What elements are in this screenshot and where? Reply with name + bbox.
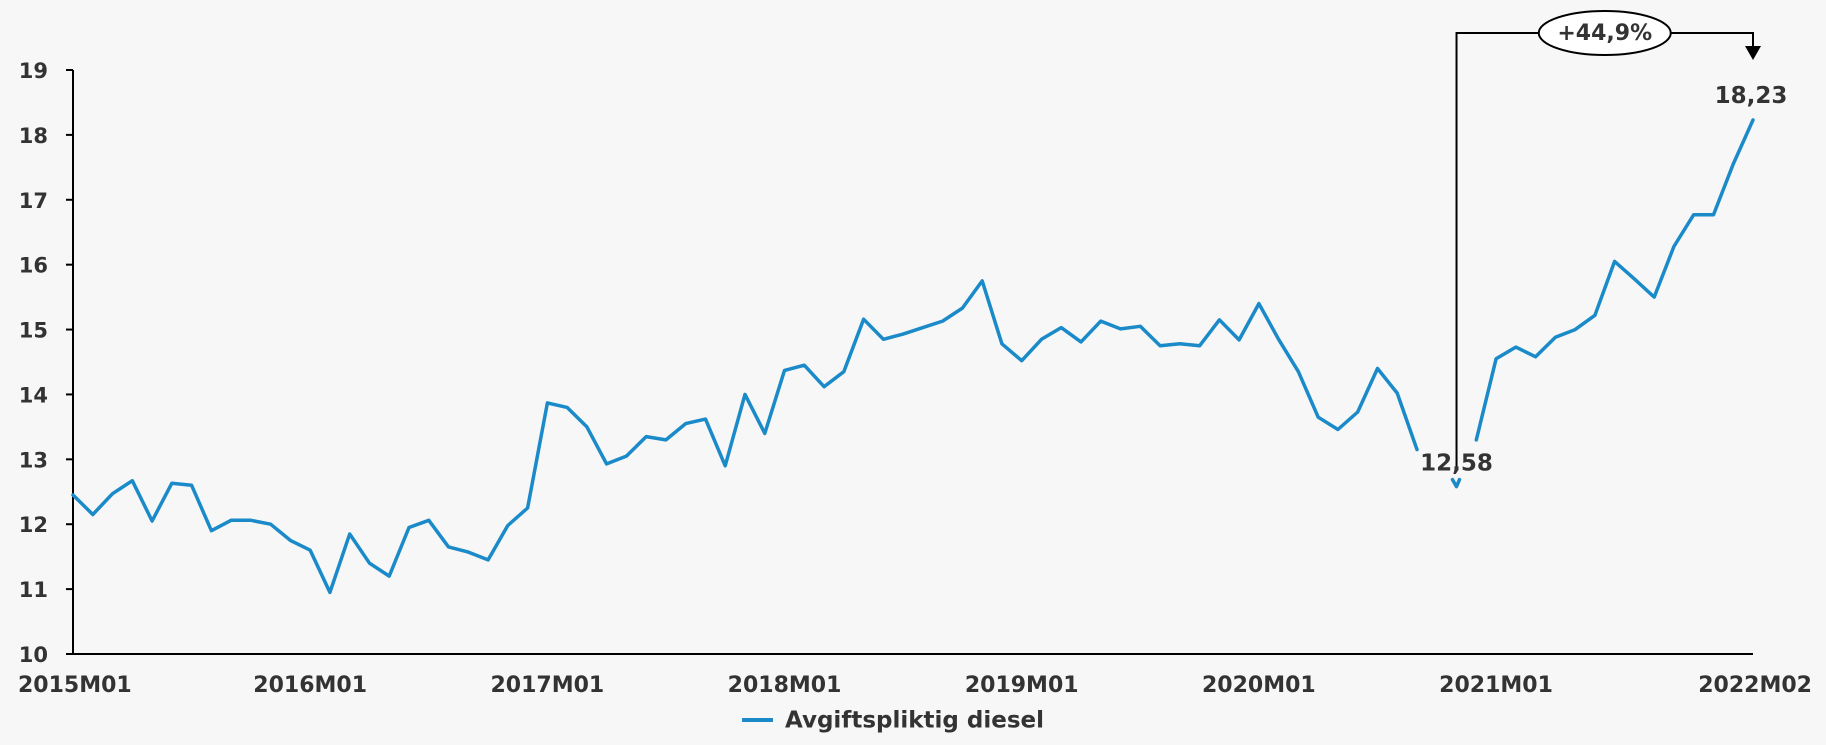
y-tick-label: 11 (19, 578, 48, 602)
series-line-segment (1476, 120, 1753, 440)
y-tick-label: 16 (19, 254, 48, 278)
x-tick-label: 2018M01 (728, 673, 842, 698)
series-line-segment (73, 281, 1417, 593)
legend: Avgiftspliktig diesel (742, 708, 1044, 734)
y-tick-label: 19 (19, 59, 48, 83)
x-tick-label: 2017M01 (490, 673, 604, 698)
growth-label: +44,9% (1557, 21, 1652, 46)
growth-annotation: +44,9% 12,58 18,23 (1420, 11, 1787, 477)
y-tick-label: 10 (19, 643, 48, 667)
legend-label: Avgiftspliktig diesel (785, 708, 1044, 734)
x-tick-label: 2022M02 (1698, 673, 1812, 698)
y-tick-label: 12 (19, 513, 48, 537)
end-value-label: 18,23 (1715, 83, 1788, 109)
series-line-segment (1453, 480, 1460, 487)
y-tick-label: 18 (19, 124, 48, 148)
y-tick-label: 17 (19, 189, 48, 213)
y-tick-label: 13 (19, 448, 48, 472)
y-tick-label: 15 (19, 319, 48, 343)
x-tick-label: 2015M01 (18, 673, 132, 698)
x-tick-label: 2016M01 (253, 673, 367, 698)
growth-bracket-line (1457, 33, 1753, 467)
start-value-label: 12,58 (1420, 451, 1493, 477)
plot-area: 10 11 12 13 14 15 16 17 18 19 2015M01 2016M01 2017M0… (18, 59, 1812, 698)
growth-arrowhead (1745, 46, 1761, 60)
x-tick-label: 2020M01 (1202, 673, 1316, 698)
x-tick-label: 2019M01 (965, 673, 1079, 698)
x-tick-label: 2021M01 (1439, 673, 1553, 698)
y-tick-label: 14 (19, 383, 48, 407)
